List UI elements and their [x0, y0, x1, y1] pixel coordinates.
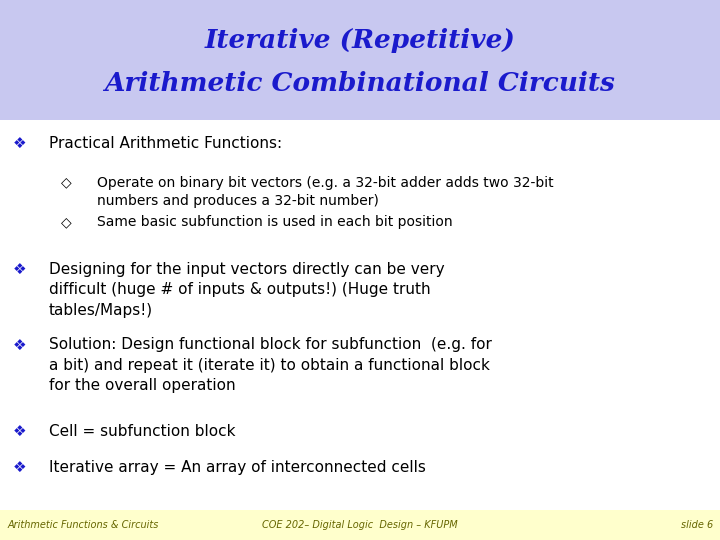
- Text: Solution: Design functional block for subfunction  (e.g. for
a bit) and repeat i: Solution: Design functional block for su…: [49, 338, 492, 393]
- FancyBboxPatch shape: [0, 510, 720, 540]
- Text: Iterative (Repetitive): Iterative (Repetitive): [204, 28, 516, 53]
- Text: ❖: ❖: [13, 424, 27, 439]
- Text: slide 6: slide 6: [680, 521, 713, 530]
- Text: ❖: ❖: [13, 460, 27, 475]
- Text: Iterative array = An array of interconnected cells: Iterative array = An array of interconne…: [49, 460, 426, 475]
- Text: ❖: ❖: [13, 338, 27, 353]
- Text: ◇: ◇: [61, 176, 72, 190]
- Text: Arithmetic Combinational Circuits: Arithmetic Combinational Circuits: [104, 71, 616, 96]
- Text: ❖: ❖: [13, 136, 27, 151]
- FancyBboxPatch shape: [0, 0, 720, 120]
- Text: ❖: ❖: [13, 262, 27, 277]
- Text: Operate on binary bit vectors (e.g. a 32-bit adder adds two 32-bit
numbers and p: Operate on binary bit vectors (e.g. a 32…: [97, 176, 554, 208]
- Text: Cell = subfunction block: Cell = subfunction block: [49, 424, 235, 439]
- Text: Designing for the input vectors directly can be very
difficult (huge # of inputs: Designing for the input vectors directly…: [49, 262, 444, 318]
- Text: COE 202– Digital Logic  Design – KFUPM: COE 202– Digital Logic Design – KFUPM: [262, 521, 458, 530]
- Text: Arithmetic Functions & Circuits: Arithmetic Functions & Circuits: [7, 521, 158, 530]
- Text: ◇: ◇: [61, 215, 72, 229]
- Text: Same basic subfunction is used in each bit position: Same basic subfunction is used in each b…: [97, 215, 453, 229]
- Text: Practical Arithmetic Functions:: Practical Arithmetic Functions:: [49, 136, 282, 151]
